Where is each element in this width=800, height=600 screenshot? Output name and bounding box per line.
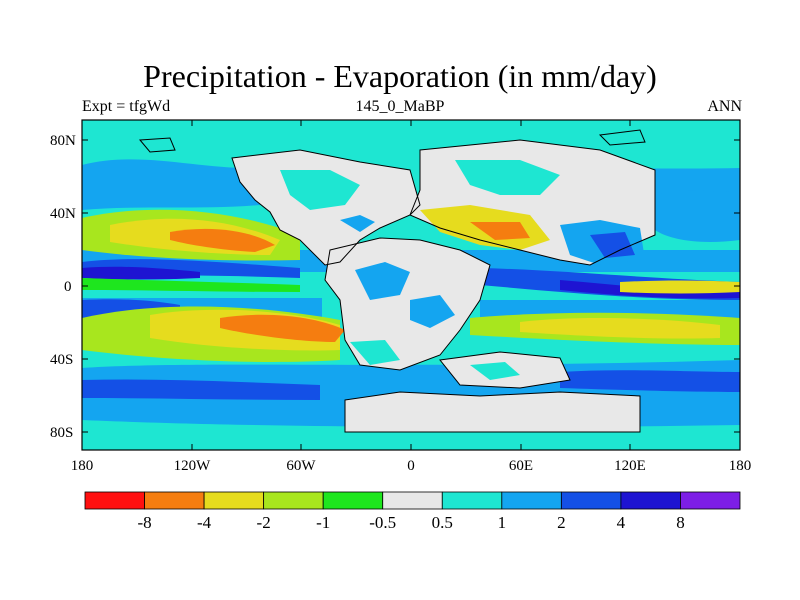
lat-label: 40S [50, 352, 73, 368]
colorbar-swatch [203, 491, 265, 510]
colorbar-swatch [84, 491, 145, 510]
map-field [82, 120, 740, 450]
colorbar-label: 8 [676, 513, 685, 532]
lon-label: 60W [286, 458, 316, 474]
colorbar-label: 1 [498, 513, 507, 532]
colorbar-label: 0.5 [432, 513, 453, 532]
experiment-label: Expt = tfgWd [82, 98, 171, 115]
colorbar-label: 4 [617, 513, 626, 532]
lat-label: 40N [50, 206, 76, 222]
colorbar-label: -2 [257, 513, 271, 532]
time-label: 145_0_MaBP [355, 98, 445, 115]
colorbar-swatch [322, 491, 384, 510]
colorbar-swatch [144, 491, 205, 510]
lat-label: 0 [64, 279, 72, 295]
colorbar-swatch [441, 491, 503, 510]
lon-label: 120E [614, 458, 646, 474]
season-label: ANN [707, 98, 742, 115]
lon-label: 0 [407, 458, 415, 474]
map-title: Precipitation - Evaporation (in mm/day) [143, 58, 657, 94]
lon-label: 180 [729, 458, 752, 474]
colorbar-swatch [620, 491, 681, 510]
colorbar-swatch [382, 491, 443, 510]
lat-tick-marks [82, 139, 740, 433]
colorbar-swatch [501, 491, 562, 510]
colorbar: -8 -4 -2 -1 -0.5 0.5 1 2 4 8 [84, 491, 741, 532]
lon-label: 120W [174, 458, 212, 474]
colorbar-swatch [680, 491, 741, 510]
colorbar-label: -4 [197, 513, 212, 532]
lat-label: 80S [50, 425, 73, 441]
colorbar-label: 2 [557, 513, 566, 532]
lon-tick-marks [81, 120, 741, 450]
lon-label: 60E [509, 458, 533, 474]
lat-label: 80N [50, 133, 76, 149]
colorbar-label: -8 [137, 513, 151, 532]
colorbar-swatch [263, 491, 324, 510]
colorbar-label: -0.5 [369, 513, 396, 532]
colorbar-label: -1 [316, 513, 330, 532]
lon-label: 180 [71, 458, 94, 474]
colorbar-swatch [560, 491, 622, 510]
